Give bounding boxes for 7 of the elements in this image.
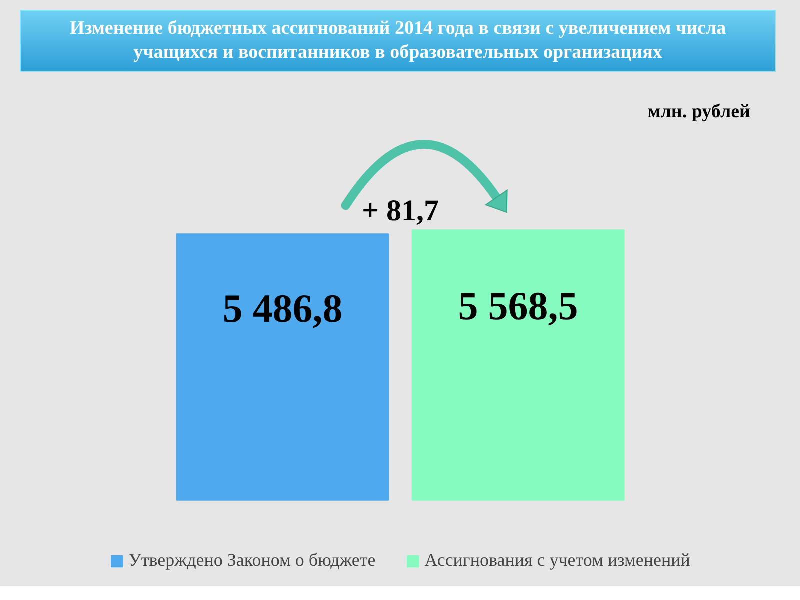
data-label: 5 486,8 [222, 286, 343, 332]
text: + 81,7 [362, 194, 440, 228]
legend-label: Ассигнования с учетом изменений [424, 550, 690, 571]
data-label: 5 568,5 [458, 283, 578, 328]
legend-label: Утверждено Законом о бюджете [128, 550, 376, 571]
text: млн. рублей [648, 102, 751, 122]
chart-title: Изменение бюджетных ассигнований 2014 года в связи с увеличением числа учащихся и воспитанников в образовательных организациях [68, 17, 728, 64]
